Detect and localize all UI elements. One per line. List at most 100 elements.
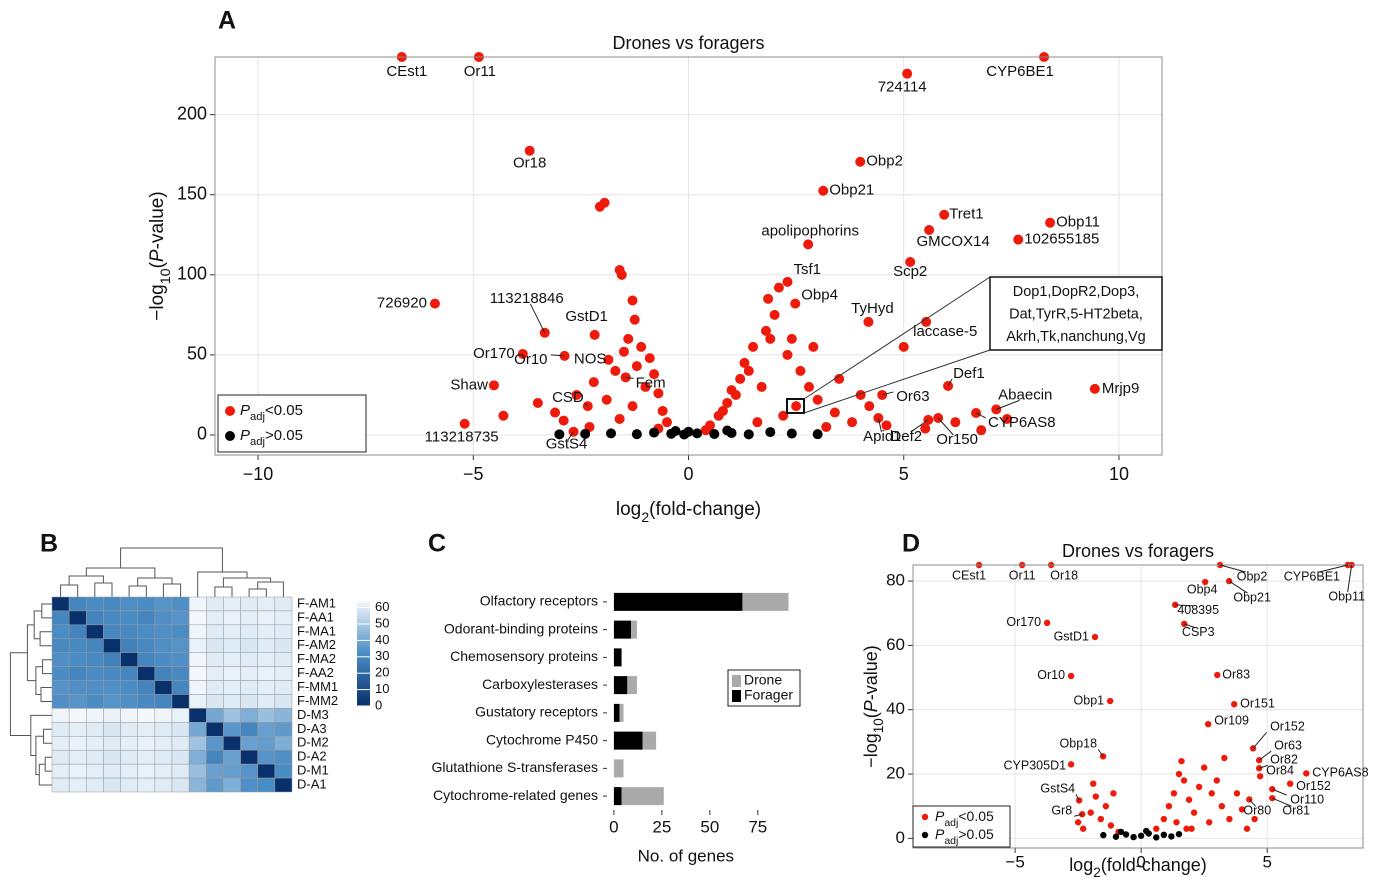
heatmap-cell <box>240 763 258 779</box>
data-point <box>821 421 832 432</box>
point-label: Fem <box>636 374 666 391</box>
y-tick-label: 200 <box>177 103 207 123</box>
data-point <box>1200 764 1208 771</box>
point-label: Abaecin <box>998 386 1052 403</box>
data-point <box>554 429 565 440</box>
data-point <box>1303 770 1310 777</box>
data-point <box>488 380 499 391</box>
heatmap-cell <box>68 763 87 779</box>
point-label: Or10 <box>1037 668 1065 682</box>
heatmap-cell <box>86 610 104 626</box>
point-label: Obp2 <box>866 153 903 170</box>
leader-line <box>1097 749 1104 757</box>
data-point <box>855 156 866 167</box>
heatmap-cell <box>188 638 207 653</box>
data-point <box>1142 827 1150 835</box>
heatmap-cell <box>240 624 258 640</box>
x-tick-label: 0 <box>1136 852 1145 871</box>
x-tick-label: 0 <box>609 817 618 836</box>
leader-line <box>1272 797 1292 807</box>
colorbar-label: 10 <box>375 681 389 696</box>
point-label: Obp1 <box>1074 693 1105 707</box>
data-point <box>517 348 528 359</box>
leader-line <box>584 402 589 407</box>
point-label: Or63 <box>896 388 929 405</box>
bar <box>613 703 620 722</box>
heatmap-cell <box>120 722 138 737</box>
data-point <box>881 420 892 431</box>
point-label: Obp18 <box>1060 737 1098 751</box>
data-point <box>700 425 711 436</box>
heatmap-cell <box>120 666 138 681</box>
point-label: 113218735 <box>425 429 499 446</box>
heatmap-cell <box>206 596 224 612</box>
heatmap-cell <box>68 736 87 751</box>
data-point <box>653 388 664 399</box>
data-point <box>1221 754 1228 762</box>
data-point <box>976 425 987 436</box>
point-label: Obp21 <box>1233 590 1271 604</box>
y-tick-label: 150 <box>177 183 207 203</box>
y-tick-label: Cytochrome-related genes <box>433 787 598 803</box>
data-point <box>1079 825 1087 832</box>
leader-line <box>1248 799 1257 807</box>
heatmap-cell <box>171 694 190 709</box>
colorbar <box>357 601 370 706</box>
heatmap-cell <box>206 624 224 640</box>
heatmap-cell <box>68 652 87 667</box>
data-point <box>730 389 741 400</box>
y-tick-label: Gustatory receptors <box>475 704 598 720</box>
point-label: Def2 <box>890 428 922 445</box>
heatmap-cell <box>120 652 138 667</box>
data-point <box>532 397 543 408</box>
y-tick-label: 50 <box>187 344 207 364</box>
bar <box>613 592 743 611</box>
data-point <box>786 333 797 344</box>
heatmap-cell <box>171 666 190 681</box>
x-tick-label: −10 <box>243 464 274 484</box>
data-point <box>1153 825 1160 832</box>
heatmap-cell <box>86 722 104 737</box>
heatmap-cell <box>51 722 70 737</box>
heatmap-cell <box>103 722 121 737</box>
dendrogram-left <box>9 603 52 786</box>
panel-letter: C <box>428 530 446 558</box>
heatmap-cell <box>240 736 258 751</box>
data-point <box>1238 806 1246 813</box>
heatmap-cell <box>154 610 173 626</box>
data-point <box>1074 819 1082 826</box>
colorbar-label: 40 <box>375 632 389 647</box>
heatmap-cell <box>206 652 224 667</box>
bar <box>613 787 622 806</box>
data-point <box>791 401 802 412</box>
data-point <box>1183 825 1190 832</box>
heatmap-cell <box>154 624 173 640</box>
point-label: Or18 <box>1050 568 1078 582</box>
heatmap-cell <box>86 777 104 793</box>
bar <box>642 731 657 750</box>
data-point <box>1185 796 1193 803</box>
heatmap-cell <box>274 749 293 765</box>
heatmap-cell <box>154 749 173 765</box>
data-point <box>812 394 823 405</box>
data-point <box>1089 383 1100 394</box>
leader-line <box>1228 580 1248 594</box>
data-point <box>920 423 931 434</box>
data-point <box>905 257 916 268</box>
heatmap-cell <box>223 652 241 667</box>
bar <box>631 620 637 639</box>
heatmap-cell <box>188 624 207 640</box>
leader-line <box>947 378 953 387</box>
data-point <box>1091 633 1099 641</box>
heatmap-cell <box>120 777 138 793</box>
heatmap-cell <box>51 624 70 640</box>
heatmap-cell <box>171 680 190 695</box>
bar <box>613 620 632 639</box>
point-label: GstD1 <box>1054 629 1089 643</box>
data-point <box>847 417 858 428</box>
data-point <box>571 389 582 400</box>
heatmap-cell <box>51 736 70 751</box>
point-label: Or150 <box>936 431 978 448</box>
data-point <box>1218 802 1226 810</box>
row-label: F-AA1 <box>297 609 334 624</box>
